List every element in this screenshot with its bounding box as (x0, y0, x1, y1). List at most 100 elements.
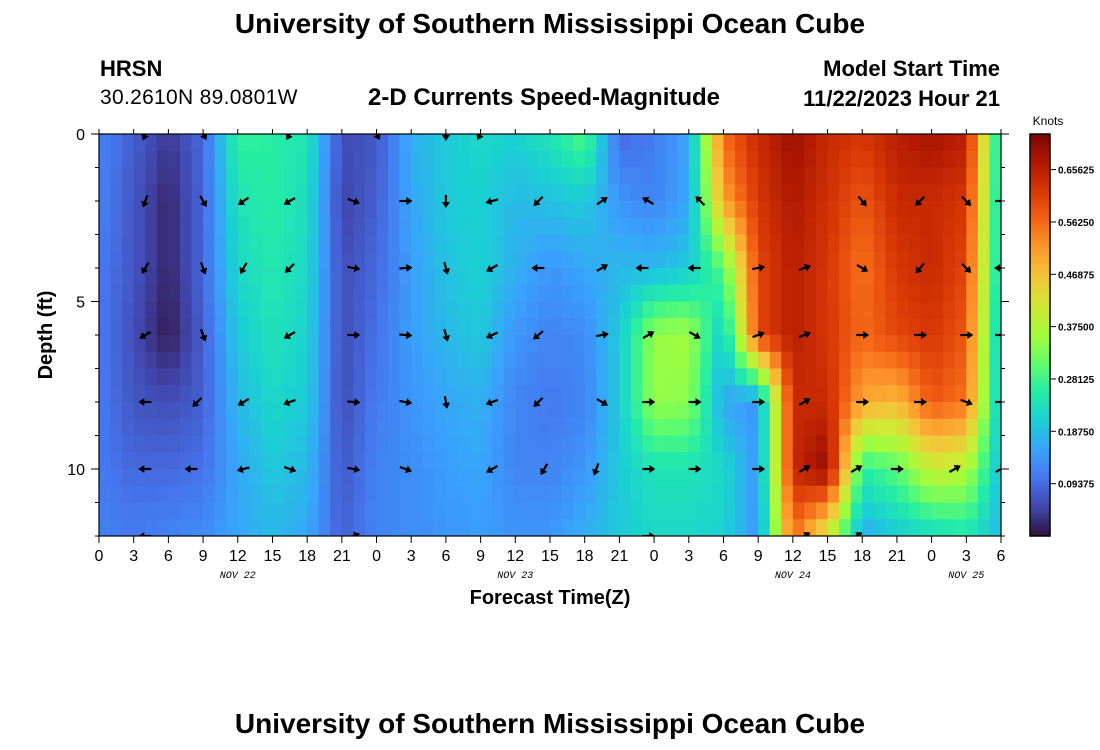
heatmap-cell (561, 418, 574, 437)
heatmap-cell (388, 368, 401, 386)
heatmap-cell (711, 418, 725, 437)
heatmap-cell (388, 201, 401, 219)
heatmap-cell (307, 368, 320, 386)
heatmap-cell (341, 435, 355, 453)
heatmap-cell (746, 402, 759, 420)
current-arrow (540, 463, 549, 476)
heatmap-cell (203, 485, 216, 504)
heatmap-cell (792, 485, 806, 504)
heatmap-cell (700, 251, 713, 269)
heatmap-cell (214, 134, 227, 152)
page-title: University of Southern Mississippi Ocean… (234, 8, 866, 39)
heatmap-cell (550, 301, 563, 319)
heatmap-cell (353, 318, 366, 336)
heatmap-cell (538, 268, 551, 286)
heatmap-cell (156, 301, 169, 319)
heatmap-cell (422, 452, 435, 470)
heatmap-cell (746, 452, 759, 470)
heatmap-cell (399, 469, 412, 487)
heatmap-cell (654, 268, 667, 286)
heatmap-cell (989, 201, 1001, 219)
heatmap-cell (966, 318, 979, 336)
heatmap-cell (538, 234, 551, 252)
heatmap-cell (515, 301, 528, 319)
heatmap-cell (804, 217, 817, 236)
heatmap-cell (376, 335, 389, 353)
heatmap-cell (642, 452, 655, 470)
heatmap-cell (307, 134, 320, 152)
heatmap-cell (260, 402, 274, 420)
heatmap-cell (584, 150, 597, 169)
heatmap-cell (110, 351, 123, 370)
heatmap-cell (665, 402, 678, 420)
heatmap-cell (781, 201, 794, 219)
colorbar-tick-label: 0.37500 (1058, 323, 1095, 334)
heatmap-cell (862, 134, 875, 152)
heatmap-cell (284, 385, 297, 403)
heatmap-cell (133, 184, 146, 202)
heatmap-cell (642, 318, 655, 336)
heatmap-cell (249, 368, 262, 386)
heatmap-cell (989, 268, 1001, 286)
heatmap-cell (422, 217, 435, 236)
heatmap-cell (711, 351, 725, 370)
heatmap-cell (931, 418, 944, 437)
heatmap-cell (214, 435, 227, 453)
heatmap-cell (758, 351, 771, 370)
heatmap-cell (110, 134, 123, 152)
heatmap-cell (758, 385, 771, 403)
heatmap-cell (665, 268, 678, 286)
heatmap-cell (758, 134, 771, 152)
heatmap-cell (191, 368, 204, 386)
heatmap-cell (896, 351, 910, 370)
heatmap-cell (688, 217, 701, 236)
heatmap-cell (584, 234, 597, 252)
heatmap-cell (399, 201, 412, 219)
heatmap-cell (654, 184, 667, 202)
heatmap-cell (896, 301, 910, 319)
heatmap-cell (388, 519, 401, 536)
heatmap-cell (445, 418, 459, 437)
heatmap-cell (145, 368, 158, 386)
heatmap-cell (353, 201, 366, 219)
heatmap-cell (642, 284, 655, 303)
heatmap-cell (584, 318, 597, 336)
heatmap-cell (249, 167, 262, 185)
heatmap-cell (469, 502, 482, 520)
heatmap-cell (179, 201, 193, 219)
heatmap-cell (896, 452, 910, 470)
heatmap-cell (388, 351, 401, 370)
heatmap-cell (850, 485, 863, 504)
heatmap-cell (364, 335, 378, 353)
heatmap-cell (700, 519, 713, 536)
heatmap-cell (700, 134, 713, 152)
heatmap-cell (954, 167, 967, 185)
heatmap-cell (226, 150, 239, 169)
heatmap-cell (330, 385, 343, 403)
heatmap-cell (746, 485, 759, 504)
heatmap-cell (295, 469, 308, 487)
heatmap-cell (619, 318, 632, 336)
heatmap-cell (630, 217, 644, 236)
heatmap-cell (711, 485, 725, 504)
x-tick-label: 9 (754, 548, 763, 565)
heatmap-cell (110, 435, 123, 453)
heatmap-cell (503, 435, 516, 453)
heatmap-cell (237, 502, 250, 520)
heatmap-cell (584, 418, 597, 437)
x-tick-label: 21 (888, 548, 906, 565)
heatmap-cell (839, 452, 852, 470)
heatmap-cell (723, 452, 736, 470)
heatmap-cell (469, 318, 482, 336)
heatmap-cell (804, 519, 817, 536)
heatmap-cell (607, 201, 620, 219)
heatmap-cell (422, 150, 435, 169)
heatmap-cell (526, 435, 540, 453)
heatmap-cell (735, 351, 748, 370)
heatmap-cell (607, 469, 620, 487)
heatmap-cell (827, 301, 840, 319)
current-arrow (798, 330, 811, 339)
heatmap-cell (677, 435, 690, 453)
current-arrow (752, 465, 766, 473)
heatmap-cell (237, 284, 250, 303)
